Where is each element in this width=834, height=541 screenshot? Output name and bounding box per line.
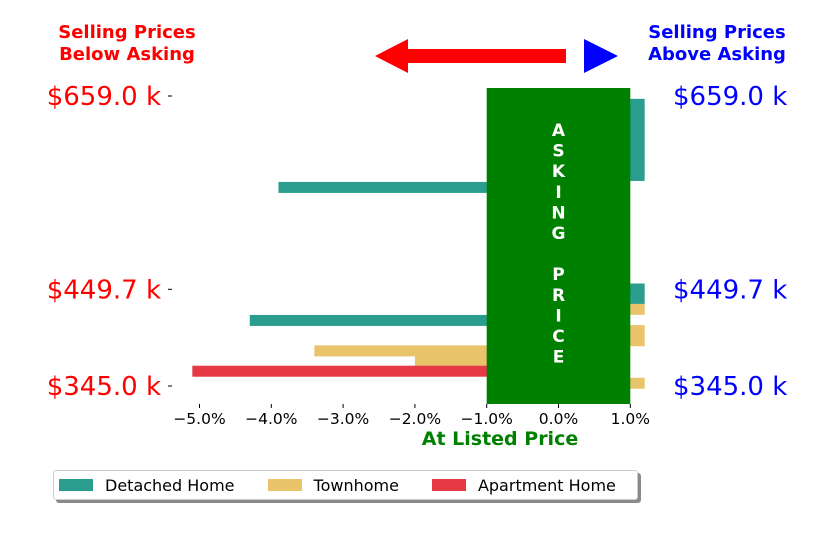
below-asking-label-line1: Selling Prices [58,22,195,43]
x-tick-label: 0.0% [539,410,578,428]
bar-townhome-3 [314,345,559,357]
legend-item: Townhome [267,475,432,495]
above-asking-triangle-icon [584,39,618,73]
y-tick-label-right: $659.0 k [673,82,787,112]
bar-detached-home-8 [278,181,559,193]
asking-price-letter: S [552,142,564,162]
asking-price-letter: A [552,121,566,141]
asking-price-letter: E [553,348,565,368]
legend-item: Detached Home [59,476,268,495]
legend: Detached Home Townhome Apartment Home [53,470,638,500]
asking-price-letter: P [552,265,564,285]
asking-price-band [486,88,631,404]
y-tick-label-right: $449.7 k [673,275,787,305]
legend-swatch [267,479,302,491]
legend-label: Apartment Home [477,475,616,495]
asking-price-letter: N [551,203,565,223]
bar-detached-home-11 [249,314,559,326]
above-asking-label-line1: Selling Prices [648,22,785,43]
asking-price-letter: R [552,286,565,306]
asking-price-letter: C [552,327,564,347]
y-tick-label-left: $345.0 k [47,372,161,402]
x-tick-label: −4.0% [245,410,297,428]
legend-swatch [431,479,466,491]
above-asking-label-line2: Above Asking [648,44,786,65]
asking-price-letter: K [552,162,566,182]
x-tick-label: −3.0% [317,410,369,428]
x-tick-label: −5.0% [173,410,225,428]
asking-price-letter: I [555,183,561,203]
y-tick-label-left: $659.0 k [47,82,161,112]
below-asking-label-line2: Below Asking [59,44,195,65]
legend-label: Detached Home [105,475,235,495]
y-tick-label-right: $345.0 k [673,372,787,402]
legend-item: Apartment Home [431,475,616,495]
y-tick-label-left: $449.7 k [47,275,161,305]
legend-swatch [59,479,93,491]
x-axis-label: At Listed Price [422,428,578,450]
x-tick-label: −2.0% [389,410,441,428]
below-asking-arrow-icon [375,39,566,73]
legend-label: Townhome [313,475,399,495]
x-tick-label: 1.0% [611,410,650,428]
x-tick-label: −1.0% [461,410,513,428]
asking-price-letter: I [555,306,561,326]
asking-price-letter: G [552,224,566,244]
bar-apartment-home-0 [192,365,559,377]
